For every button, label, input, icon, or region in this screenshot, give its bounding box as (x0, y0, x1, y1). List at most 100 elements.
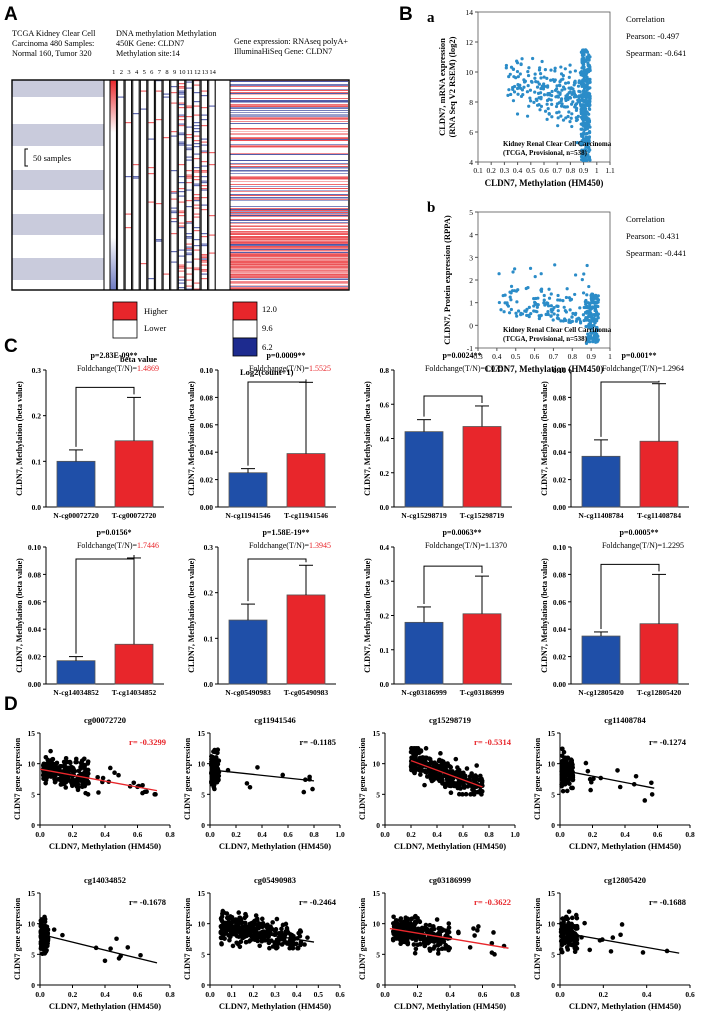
bar-chart: 0.00 0.02 0.04 0.06 0.08 0.10 CLDN7, Methylati… (15, 528, 164, 697)
category-label: T-cg15298719 (460, 511, 505, 520)
data-point (547, 287, 551, 291)
data-point (568, 308, 572, 312)
expression-cell (230, 106, 348, 107)
expression-cell (230, 191, 348, 192)
data-point (511, 270, 515, 274)
bar (286, 453, 326, 508)
x-tick-label: 0.8 (510, 990, 520, 999)
data-point (506, 93, 510, 97)
data-point (51, 927, 57, 932)
data-point (62, 776, 67, 782)
data-point (252, 937, 258, 943)
data-point (95, 774, 100, 780)
data-point (569, 116, 573, 120)
y-tick-label: 5 (469, 208, 473, 217)
data-point (593, 304, 597, 309)
methylation-cell (201, 165, 208, 167)
expression-cell (230, 84, 348, 85)
methylation-cell (125, 176, 132, 178)
data-point (507, 75, 511, 79)
data-point (561, 85, 566, 89)
data-point (533, 90, 537, 94)
methylation-cell (201, 255, 208, 257)
data-point (448, 790, 454, 795)
data-point (497, 272, 501, 276)
y-tick-label: 0 (469, 321, 473, 330)
data-point (476, 777, 482, 783)
data-point (525, 90, 530, 94)
data-point (434, 917, 440, 922)
data-point (443, 773, 448, 779)
data-point (509, 298, 513, 302)
header-col3-line1: Gene expression: RNAseq polyA+ (234, 37, 348, 46)
y-tick-label: 5 (31, 790, 35, 799)
methylation-cell (193, 128, 200, 130)
data-point (547, 112, 551, 116)
header-col2-line1: DNA methylation Methylation (116, 29, 217, 38)
data-point (543, 68, 548, 72)
data-point (584, 324, 588, 329)
data-point (549, 78, 553, 82)
methylation-cell (163, 93, 170, 95)
data-point (423, 769, 429, 774)
expression-cell (230, 264, 348, 265)
panel-label-c: C (4, 336, 18, 357)
data-point (588, 107, 592, 111)
data-point (511, 67, 516, 71)
expression-cell (230, 210, 348, 211)
data-point (582, 130, 586, 135)
data-point (57, 764, 62, 770)
expression-cell (230, 90, 348, 91)
data-point (585, 84, 589, 88)
y-tick-label: 6 (469, 128, 473, 137)
methylation-cell (178, 125, 185, 127)
methylation-cell (178, 267, 185, 269)
sample-band (12, 170, 104, 190)
y-tick-label: 0 (551, 821, 555, 830)
y-tick-label: 0.00 (553, 680, 566, 689)
data-point (582, 53, 586, 57)
data-point (504, 63, 508, 68)
data-point (555, 111, 559, 115)
data-point (409, 767, 414, 773)
methylation-cell (208, 234, 216, 236)
data-point (573, 103, 578, 107)
p-value: p=0.001** (621, 351, 656, 360)
methylation-cell (178, 107, 185, 109)
site-number: 4 (135, 69, 139, 76)
bar-chart: 0.0 0.1 0.2 0.3 CLDN7, Methylation (beta val… (15, 351, 164, 520)
data-point (564, 105, 568, 109)
methylation-cell (193, 170, 200, 172)
legend-expression: 12.0 9.6 6.2 Log2(count+1) (232, 301, 294, 377)
methylation-cell (186, 285, 193, 287)
x-tick-label: 0.8 (568, 352, 578, 361)
x-tick-label: 1.0 (335, 830, 345, 839)
legend-expr-low-swatch (232, 337, 258, 357)
data-point (587, 314, 591, 319)
data-point (64, 765, 70, 771)
data-point (590, 305, 595, 309)
expression-cell (230, 257, 348, 258)
methylation-cell (193, 179, 200, 181)
data-point (459, 771, 464, 776)
methylation-cell (178, 164, 185, 166)
x-axis-label: CLDN7, Methylation (HM450) (49, 1001, 161, 1011)
expression-cell (230, 176, 348, 177)
y-axis-label: CLDN7 gene expression (358, 897, 367, 980)
expression-cell (230, 170, 348, 171)
data-point (85, 768, 90, 774)
data-point (580, 139, 584, 144)
data-point (515, 300, 519, 304)
foldchange-label: Foldchange(T/N)=1.7446 (77, 541, 159, 550)
data-point (108, 765, 113, 771)
data-point (562, 305, 566, 309)
data-point (529, 99, 533, 103)
stats-spearman: Spearman: -0.441 (626, 248, 686, 258)
x-tick-label: 0.6 (133, 990, 143, 999)
bar-chart: 0.00 0.02 0.04 0.06 0.08 0.10 CLDN7, Methylati… (540, 528, 689, 697)
data-point (572, 80, 577, 85)
data-point (596, 300, 600, 304)
data-point (564, 116, 568, 120)
expression-cell (230, 146, 348, 147)
methylation-cell (208, 252, 216, 254)
